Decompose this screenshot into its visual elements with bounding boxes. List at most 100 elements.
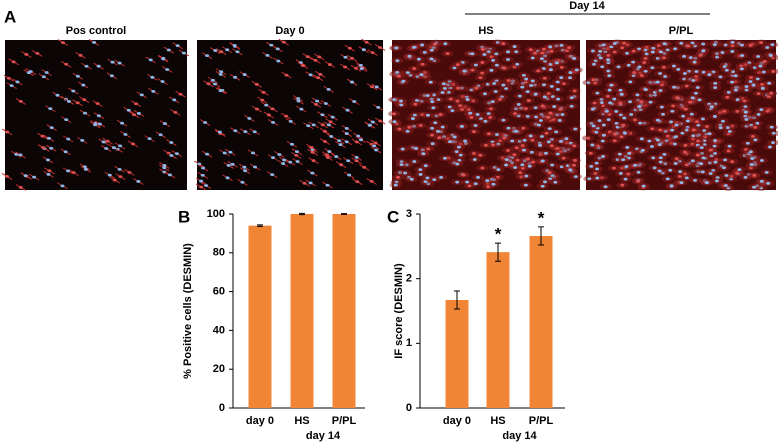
- nucleus: [652, 166, 657, 170]
- nucleus: [758, 64, 763, 68]
- nucleus: [671, 104, 676, 108]
- nucleus: [82, 111, 87, 115]
- nucleus: [473, 63, 478, 67]
- nucleus: [343, 65, 348, 69]
- error-bar: [538, 226, 544, 246]
- nucleus: [414, 147, 419, 150]
- y-axis-label: IF score (DESMIN): [393, 263, 405, 359]
- nucleus: [733, 88, 738, 92]
- nucleus: [597, 119, 602, 123]
- nucleus: [621, 123, 626, 127]
- nucleus: [742, 99, 747, 103]
- nucleus: [639, 137, 644, 141]
- nucleus: [662, 42, 667, 46]
- nucleus: [232, 44, 237, 47]
- nucleus: [528, 48, 533, 52]
- nucleus: [753, 125, 758, 129]
- nucleus: [83, 167, 88, 171]
- nucleus: [407, 54, 412, 58]
- nucleus: [658, 128, 663, 132]
- nucleus: [347, 173, 352, 177]
- nucleus: [651, 156, 656, 160]
- nucleus: [425, 176, 430, 180]
- nucleus: [362, 165, 367, 169]
- nucleus: [181, 51, 186, 55]
- nucleus: [701, 70, 706, 74]
- nucleus: [555, 80, 560, 84]
- nucleus: [358, 138, 363, 142]
- nucleus: [635, 93, 640, 97]
- nucleus: [559, 76, 564, 80]
- nucleus: [673, 135, 678, 139]
- error-bar: [454, 290, 460, 310]
- nucleus: [233, 129, 238, 133]
- panel-label: C: [387, 207, 399, 226]
- nucleus: [548, 45, 553, 49]
- nucleus: [253, 165, 258, 169]
- nucleus: [260, 98, 265, 102]
- nucleus: [459, 125, 464, 128]
- nucleus: [674, 157, 679, 161]
- nucleus: [676, 67, 681, 71]
- nucleus: [313, 103, 318, 106]
- x-tick-label: HS: [490, 415, 505, 427]
- nucleus: [518, 171, 523, 175]
- y-tick-label: 1: [406, 337, 412, 349]
- nucleus: [199, 179, 204, 183]
- nucleus: [455, 180, 460, 184]
- nucleus: [628, 80, 633, 84]
- nucleus: [439, 176, 444, 179]
- nucleus: [739, 67, 744, 71]
- nucleus: [405, 71, 410, 75]
- nucleus: [173, 110, 178, 114]
- nucleus: [684, 176, 689, 180]
- nucleus: [309, 145, 314, 149]
- nucleus: [540, 159, 545, 163]
- nucleus: [673, 162, 678, 165]
- nucleus: [524, 174, 529, 178]
- nucleus: [658, 89, 663, 92]
- nucleus: [105, 139, 110, 143]
- nucleus: [622, 116, 627, 120]
- nucleus: [311, 159, 316, 163]
- nucleus: [611, 166, 616, 170]
- nucleus: [512, 112, 517, 115]
- nucleus: [713, 160, 718, 164]
- nucleus: [660, 112, 665, 116]
- nucleus: [697, 98, 702, 102]
- nucleus: [730, 40, 735, 44]
- nucleus: [275, 47, 280, 51]
- y-tick-label: 0: [406, 402, 412, 414]
- nucleus: [356, 134, 361, 138]
- nucleus: [678, 170, 683, 174]
- nucleus: [288, 119, 293, 123]
- nucleus: [442, 156, 447, 160]
- bar: [445, 300, 469, 408]
- nucleus: [621, 158, 626, 162]
- nucleus: [480, 61, 485, 64]
- nucleus: [612, 132, 617, 136]
- nucleus: [488, 107, 493, 111]
- nucleus: [326, 123, 331, 127]
- nucleus: [347, 46, 352, 50]
- nucleus: [529, 150, 534, 154]
- nucleus: [600, 65, 605, 69]
- significance: *: [538, 208, 545, 227]
- nucleus: [670, 109, 675, 113]
- nucleus: [624, 165, 629, 168]
- nucleus: [682, 72, 687, 75]
- nucleus: [546, 140, 551, 144]
- nucleus: [201, 166, 206, 170]
- nucleus: [412, 67, 417, 70]
- nucleus: [501, 42, 506, 46]
- nucleus: [271, 121, 276, 124]
- nucleus: [588, 151, 593, 155]
- nucleus: [412, 160, 417, 163]
- nucleus: [420, 43, 425, 47]
- nucleus: [573, 175, 578, 179]
- nucleus: [643, 69, 648, 73]
- nucleus: [95, 102, 100, 105]
- nucleus: [712, 144, 717, 148]
- nucleus: [440, 91, 445, 94]
- nucleus: [601, 123, 606, 127]
